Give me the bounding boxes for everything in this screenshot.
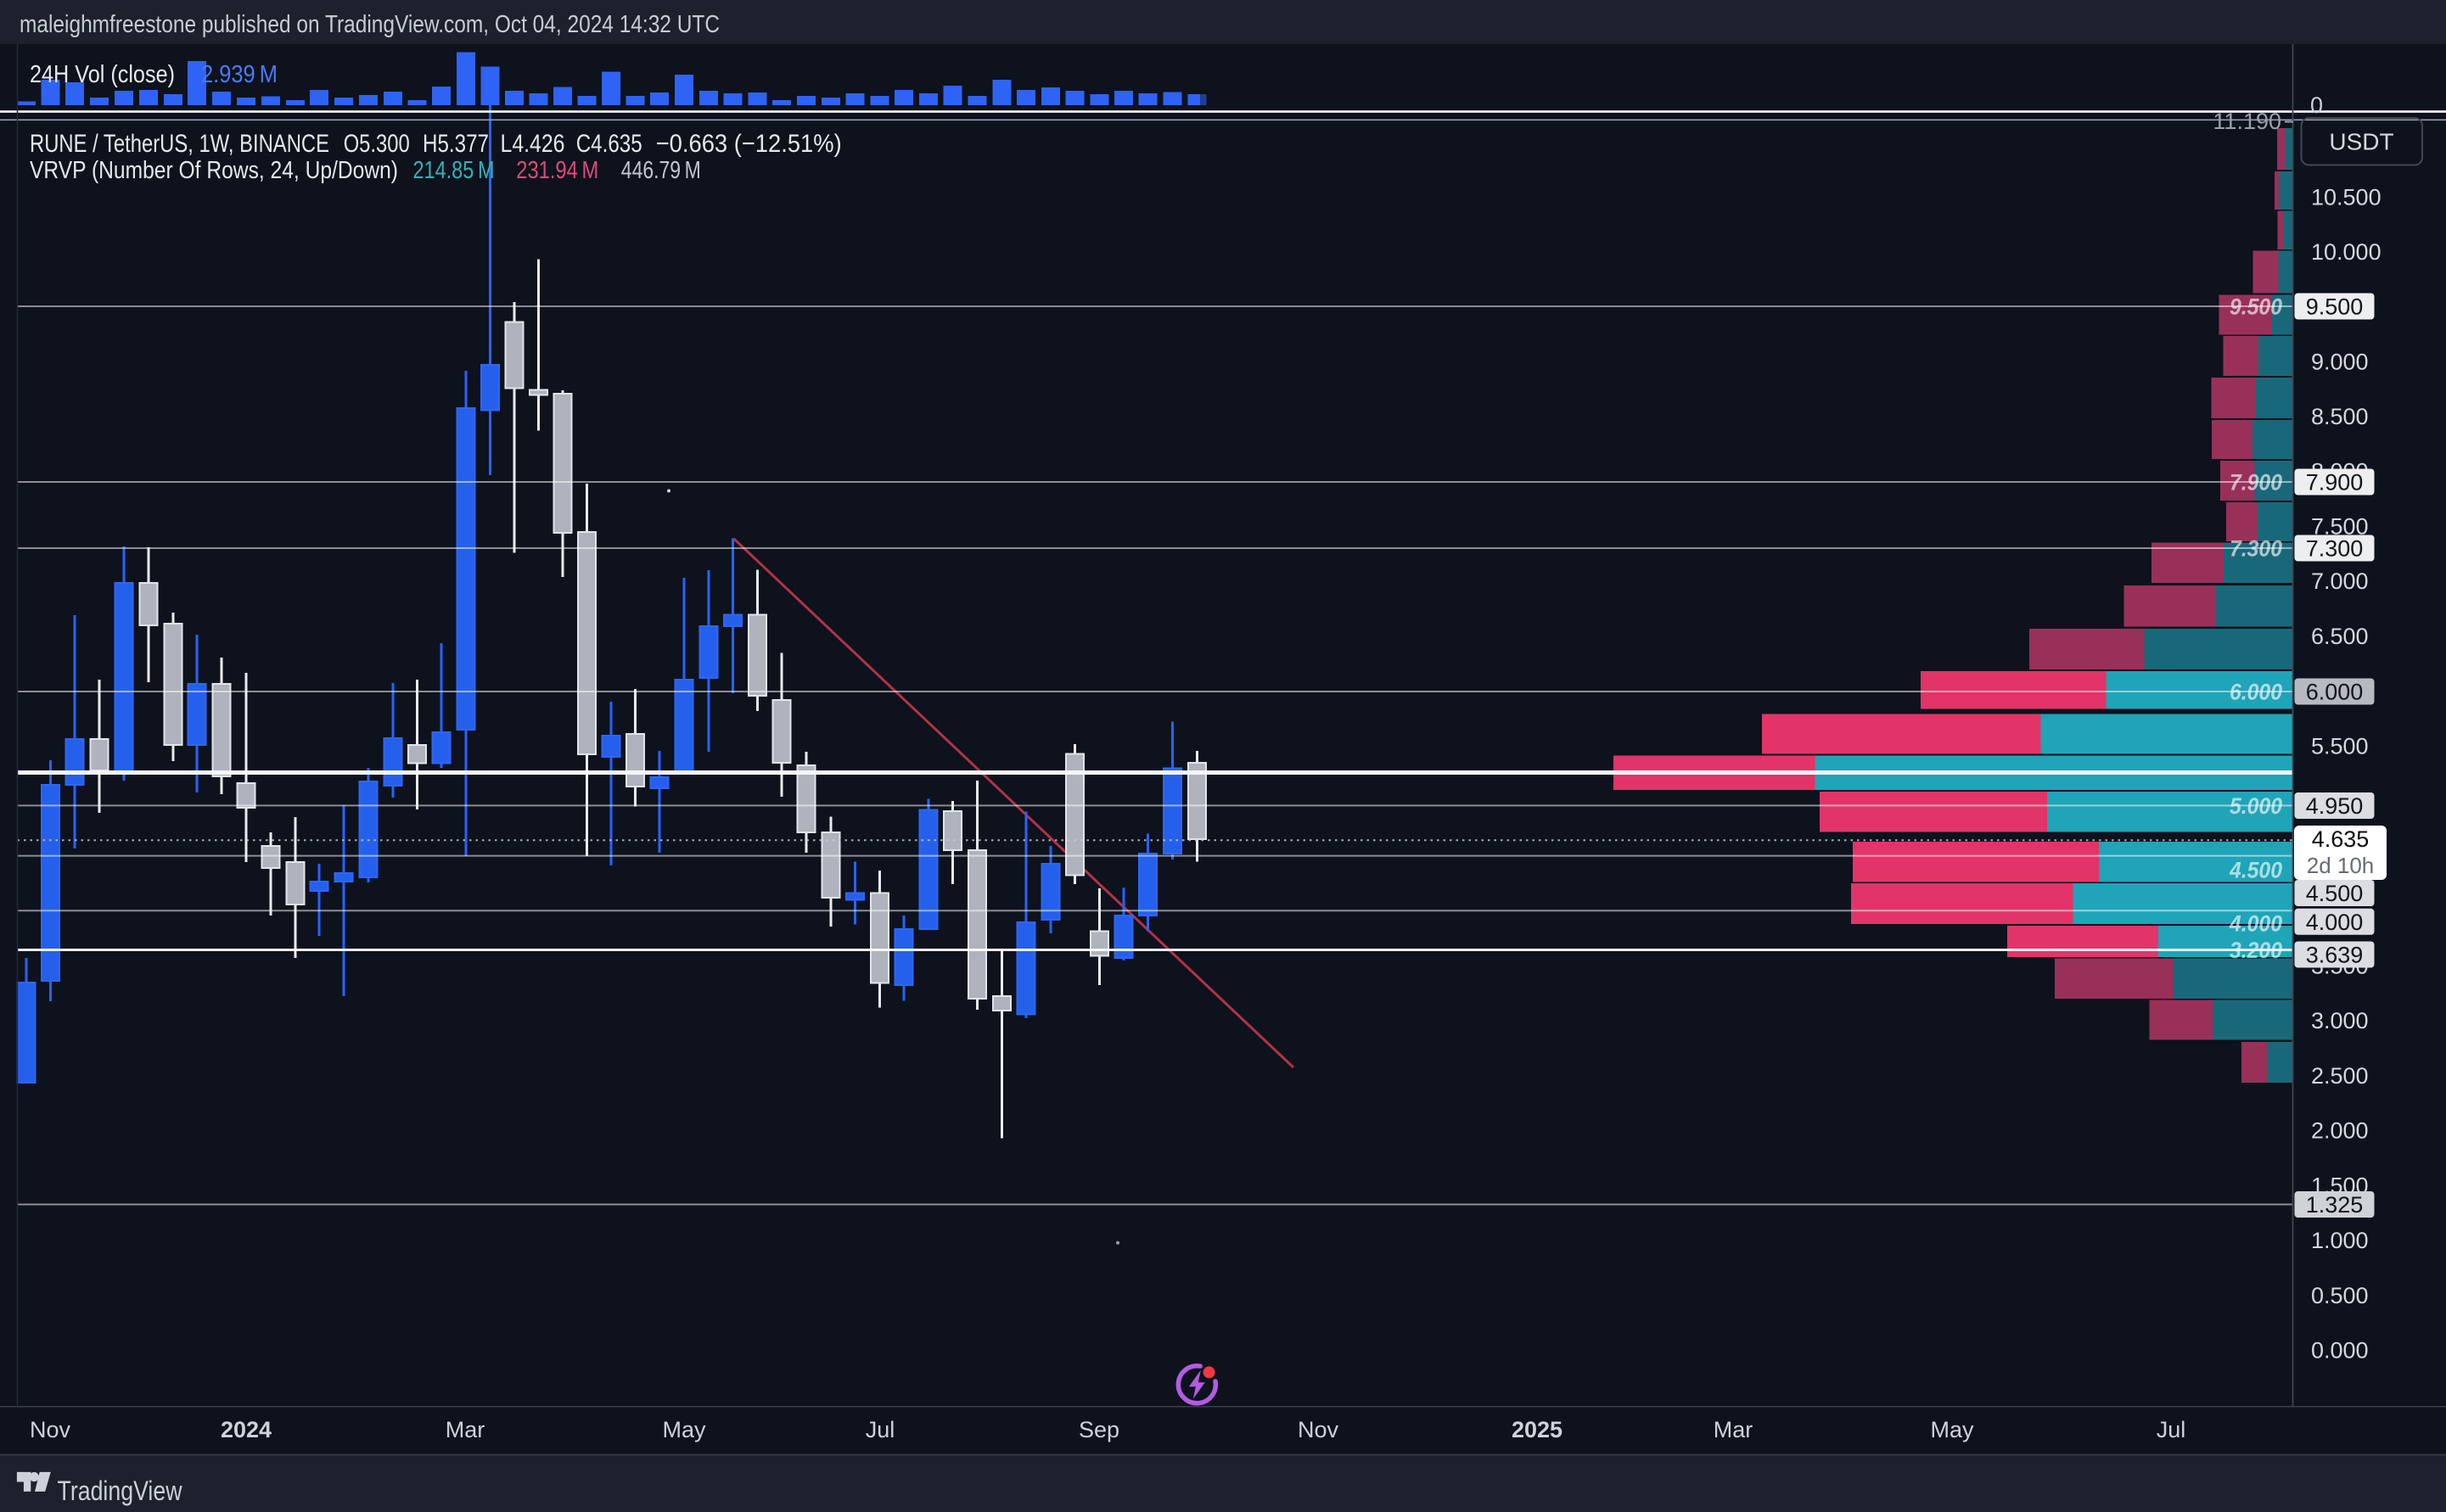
svg-text:4.000: 4.000 [2306, 910, 2364, 935]
svg-text:7.500: 7.500 [2311, 513, 2369, 539]
svg-text:Nov: Nov [1298, 1417, 1339, 1442]
svg-text:24H Vol (close): 24H Vol (close) [30, 61, 175, 88]
svg-text:USDT: USDT [2329, 129, 2393, 155]
svg-text:RUNE / TetherUS, 1W, BINANCE: RUNE / TetherUS, 1W, BINANCE [30, 130, 329, 158]
svg-text:TradingView: TradingView [58, 1476, 183, 1506]
svg-text:L4.426: L4.426 [501, 130, 565, 158]
svg-text:10.500: 10.500 [2311, 185, 2381, 210]
svg-text:9.500: 9.500 [2306, 294, 2364, 320]
svg-text:9.500: 9.500 [2230, 294, 2282, 320]
svg-text:231.94 M: 231.94 M [516, 157, 598, 184]
svg-text:6.000: 6.000 [2306, 680, 2364, 705]
svg-text:Nov: Nov [30, 1417, 71, 1442]
svg-text:5.000: 5.000 [2230, 793, 2282, 819]
svg-text:3.000: 3.000 [2311, 1008, 2369, 1033]
svg-text:2.000: 2.000 [2311, 1118, 2369, 1144]
svg-text:9.000: 9.000 [2311, 350, 2369, 375]
svg-text:7.000: 7.000 [2311, 568, 2369, 594]
svg-text:4.950: 4.950 [2306, 793, 2364, 819]
svg-text:1.325: 1.325 [2306, 1192, 2364, 1218]
svg-text:7.900: 7.900 [2306, 470, 2364, 496]
svg-text:Mar: Mar [1714, 1417, 1753, 1442]
svg-text:7.300: 7.300 [2230, 536, 2282, 562]
svg-text:H5.377: H5.377 [423, 130, 489, 158]
svg-text:0.500: 0.500 [2311, 1283, 2369, 1308]
svg-text:3.200: 3.200 [2230, 938, 2282, 963]
svg-text:7.900: 7.900 [2230, 470, 2282, 496]
svg-text:5.500: 5.500 [2311, 733, 2369, 759]
svg-text:May: May [662, 1417, 706, 1442]
svg-text:1.000: 1.000 [2311, 1228, 2369, 1253]
svg-text:446.79 M: 446.79 M [621, 157, 701, 184]
svg-text:O5.300: O5.300 [344, 130, 410, 158]
svg-text:4.500: 4.500 [2306, 881, 2364, 906]
svg-text:4.635: 4.635 [2312, 826, 2370, 852]
svg-text:May: May [1930, 1417, 1974, 1442]
svg-text:214.85 M: 214.85 M [413, 157, 495, 184]
svg-text:2025: 2025 [1512, 1417, 1562, 1442]
svg-text:0.000: 0.000 [2311, 1338, 2369, 1364]
svg-text:maleighmfreestone published on: maleighmfreestone published on TradingVi… [20, 11, 720, 38]
svg-text:11.190: 11.190 [2213, 109, 2281, 134]
svg-text:2.939 M: 2.939 M [201, 61, 278, 88]
svg-text:Jul: Jul [866, 1417, 895, 1442]
svg-text:Sep: Sep [1079, 1417, 1119, 1442]
svg-text:VRVP (Number Of Rows, 24, Up/D: VRVP (Number Of Rows, 24, Up/Down) [30, 157, 398, 184]
svg-text:2.500: 2.500 [2311, 1063, 2369, 1089]
svg-text:2024: 2024 [221, 1417, 272, 1442]
svg-text:C4.635: C4.635 [576, 130, 642, 158]
svg-text:Jul: Jul [2157, 1417, 2186, 1442]
svg-text:4.000: 4.000 [2229, 911, 2282, 937]
svg-text:0: 0 [2310, 92, 2323, 118]
svg-text:6.000: 6.000 [2230, 680, 2282, 705]
svg-text:10.000: 10.000 [2311, 239, 2381, 265]
svg-text:4.500: 4.500 [2229, 858, 2282, 883]
svg-text:8.500: 8.500 [2311, 404, 2369, 429]
svg-text:6.500: 6.500 [2311, 624, 2369, 649]
svg-text:2d 10h: 2d 10h [2307, 853, 2375, 878]
svg-text:−0.663 (−12.51%): −0.663 (−12.51%) [656, 130, 842, 158]
svg-text:Mar: Mar [446, 1417, 485, 1442]
svg-text:3.639: 3.639 [2306, 943, 2364, 968]
svg-text:7.300: 7.300 [2306, 536, 2364, 562]
